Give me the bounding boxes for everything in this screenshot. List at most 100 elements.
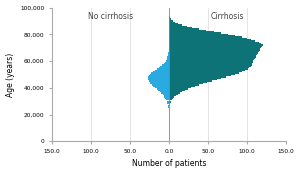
Bar [169, 39, 251, 40]
Bar [169, 38, 247, 39]
Bar [160, 91, 169, 92]
Bar [153, 71, 169, 72]
Bar [155, 87, 169, 88]
Bar [169, 59, 254, 60]
Bar [155, 70, 169, 71]
Bar [169, 82, 207, 83]
Bar [169, 43, 261, 44]
Bar [169, 22, 175, 23]
Bar [169, 35, 236, 36]
Bar [169, 70, 245, 71]
Bar [164, 95, 169, 96]
Bar [161, 93, 169, 94]
Bar [169, 74, 236, 75]
Bar [169, 84, 199, 86]
Bar [159, 67, 169, 68]
Bar [169, 42, 259, 43]
Bar [169, 30, 206, 31]
Bar [169, 105, 170, 106]
Bar [169, 63, 252, 64]
Bar [165, 98, 169, 99]
Bar [169, 79, 217, 80]
Bar [150, 83, 169, 84]
Bar [149, 74, 169, 75]
Bar [168, 106, 169, 107]
Bar [169, 44, 263, 46]
Bar [169, 98, 173, 99]
Bar [169, 16, 170, 18]
Bar [168, 105, 169, 106]
Bar [169, 83, 202, 84]
Bar [148, 79, 169, 80]
Bar [160, 66, 169, 67]
Y-axis label: Age (years): Age (years) [6, 52, 15, 97]
Bar [157, 68, 169, 70]
Bar [167, 102, 169, 103]
Bar [169, 103, 170, 104]
Bar [169, 93, 180, 94]
Bar [169, 56, 256, 58]
Bar [169, 88, 188, 90]
Bar [169, 101, 171, 102]
Bar [169, 62, 253, 63]
Bar [152, 84, 169, 86]
Text: Cirrhosis: Cirrhosis [211, 11, 244, 21]
Bar [169, 86, 195, 87]
Bar [168, 55, 169, 56]
Bar [149, 75, 169, 76]
Bar [169, 97, 175, 98]
Bar [169, 36, 242, 38]
Bar [149, 80, 169, 82]
Bar [169, 19, 171, 20]
Bar [169, 47, 261, 48]
Bar [169, 80, 212, 82]
Text: No cirrhosis: No cirrhosis [88, 11, 133, 21]
Bar [169, 31, 214, 32]
Bar [162, 64, 169, 66]
Bar [164, 63, 169, 64]
Bar [167, 103, 169, 104]
Bar [169, 87, 191, 88]
Bar [148, 78, 169, 79]
Bar [169, 50, 260, 51]
Bar [169, 66, 251, 67]
Bar [169, 67, 249, 68]
Bar [169, 71, 242, 72]
Bar [169, 23, 178, 24]
Bar [168, 107, 169, 108]
Bar [168, 54, 169, 55]
Bar [158, 90, 169, 91]
Bar [169, 32, 221, 34]
Bar [169, 95, 176, 96]
Bar [164, 97, 169, 98]
Bar [169, 55, 256, 56]
Bar [163, 94, 169, 95]
Bar [169, 68, 248, 70]
Bar [169, 46, 262, 47]
Bar [169, 18, 171, 19]
Bar [169, 78, 221, 79]
Bar [169, 27, 192, 28]
Bar [169, 20, 173, 22]
Bar [167, 56, 169, 58]
Bar [169, 72, 239, 74]
Bar [169, 51, 259, 52]
Bar [148, 76, 169, 78]
Bar [169, 60, 253, 62]
Bar [169, 64, 252, 66]
Bar [169, 24, 182, 26]
Bar [169, 40, 255, 42]
Bar [151, 72, 169, 74]
Bar [169, 102, 171, 103]
Bar [169, 94, 178, 95]
Bar [169, 54, 257, 55]
Bar [169, 28, 199, 30]
Bar [165, 62, 169, 63]
Bar [169, 52, 258, 54]
Bar [169, 58, 255, 59]
Bar [169, 26, 187, 27]
Bar [168, 52, 169, 54]
Bar [169, 90, 184, 91]
Bar [166, 60, 169, 62]
Bar [169, 75, 231, 76]
